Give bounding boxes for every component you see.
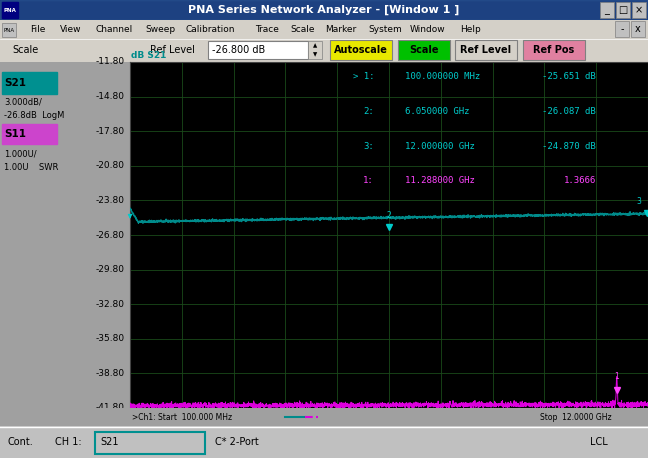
Text: System: System bbox=[368, 24, 402, 33]
Bar bbox=[2, 2, 18, 18]
Text: Sweep: Sweep bbox=[145, 24, 175, 33]
Text: □: □ bbox=[618, 5, 628, 15]
Text: Marker: Marker bbox=[325, 24, 356, 33]
Bar bbox=[398, 40, 450, 60]
Text: S21: S21 bbox=[4, 78, 26, 88]
Text: Ref Pos: Ref Pos bbox=[533, 45, 575, 55]
Text: ▼: ▼ bbox=[313, 53, 317, 58]
Text: -26.80: -26.80 bbox=[96, 230, 125, 240]
Text: Trace: Trace bbox=[255, 24, 279, 33]
Text: Channel: Channel bbox=[95, 24, 132, 33]
Bar bbox=[2, 23, 16, 37]
Text: S21: S21 bbox=[100, 437, 119, 447]
Bar bbox=[95, 432, 205, 454]
Text: >Ch1: Start  100.000 MHz: >Ch1: Start 100.000 MHz bbox=[132, 413, 232, 421]
Text: 3:: 3: bbox=[363, 142, 374, 151]
Text: -38.80: -38.80 bbox=[96, 369, 125, 378]
Text: 11.288000 GHz: 11.288000 GHz bbox=[404, 176, 474, 185]
Text: Autoscale: Autoscale bbox=[334, 45, 388, 55]
Text: Calibration: Calibration bbox=[185, 24, 235, 33]
Text: View: View bbox=[60, 24, 82, 33]
Text: -26.8dB  LogM: -26.8dB LogM bbox=[4, 111, 64, 120]
Bar bbox=[600, 2, 614, 18]
Text: PNA: PNA bbox=[3, 27, 14, 33]
Text: 12.000000 GHz: 12.000000 GHz bbox=[404, 142, 474, 151]
Text: Stop  12.0000 GHz: Stop 12.0000 GHz bbox=[540, 413, 612, 421]
Text: LCL: LCL bbox=[590, 437, 608, 447]
Text: 3: 3 bbox=[636, 197, 641, 206]
Bar bbox=[616, 2, 630, 18]
Text: dB S21: dB S21 bbox=[131, 51, 167, 60]
Bar bbox=[208, 41, 308, 59]
Text: -41.80: -41.80 bbox=[96, 403, 125, 413]
Text: 1:: 1: bbox=[363, 176, 374, 185]
Text: ▲: ▲ bbox=[313, 44, 317, 49]
Bar bbox=[2, 72, 57, 94]
Text: -23.80: -23.80 bbox=[96, 196, 125, 205]
Text: Scale: Scale bbox=[12, 45, 38, 55]
Text: 3.000dB/: 3.000dB/ bbox=[4, 98, 42, 107]
Text: PNA Series Network Analyzer - [Window 1 ]: PNA Series Network Analyzer - [Window 1 … bbox=[189, 5, 459, 15]
Text: -29.80: -29.80 bbox=[96, 265, 125, 274]
Text: S11: S11 bbox=[4, 129, 26, 139]
Text: Ref Level: Ref Level bbox=[461, 45, 511, 55]
Bar bbox=[330, 40, 392, 60]
Text: x: x bbox=[635, 24, 641, 34]
Text: -20.80: -20.80 bbox=[96, 161, 125, 170]
Text: 6.050000 GHz: 6.050000 GHz bbox=[404, 107, 469, 116]
Text: C* 2-Port: C* 2-Port bbox=[215, 437, 259, 447]
Text: Ref Level: Ref Level bbox=[150, 45, 195, 55]
Text: -: - bbox=[620, 24, 624, 34]
Text: File: File bbox=[30, 24, 45, 33]
Text: -14.80: -14.80 bbox=[96, 92, 125, 101]
Text: PNA: PNA bbox=[3, 7, 16, 12]
Text: -17.80: -17.80 bbox=[96, 127, 125, 136]
Bar bbox=[523, 40, 585, 60]
Text: -11.80: -11.80 bbox=[96, 58, 125, 66]
Bar bbox=[615, 21, 629, 37]
Text: Scale: Scale bbox=[290, 24, 314, 33]
Text: 100.000000 MHz: 100.000000 MHz bbox=[404, 72, 480, 82]
Text: Help: Help bbox=[460, 24, 481, 33]
Text: -26.800 dB: -26.800 dB bbox=[212, 45, 265, 55]
Text: 2: 2 bbox=[387, 211, 391, 220]
Text: 1.3666: 1.3666 bbox=[564, 176, 596, 185]
Bar bbox=[455, 40, 517, 60]
Text: -25.651 dB: -25.651 dB bbox=[542, 72, 596, 82]
Text: -35.80: -35.80 bbox=[96, 334, 125, 344]
Bar bbox=[631, 21, 645, 37]
Text: -32.80: -32.80 bbox=[96, 300, 125, 309]
Text: 1.000U/: 1.000U/ bbox=[4, 149, 37, 158]
Text: _: _ bbox=[605, 5, 609, 15]
Bar bbox=[2, 124, 57, 144]
Bar bbox=[632, 2, 646, 18]
Text: 1: 1 bbox=[615, 372, 619, 382]
Text: Window: Window bbox=[410, 24, 446, 33]
Text: 1.00U    SWR: 1.00U SWR bbox=[4, 164, 58, 173]
Text: -24.870 dB: -24.870 dB bbox=[542, 142, 596, 151]
Text: 2:: 2: bbox=[363, 107, 374, 116]
Bar bbox=[308, 41, 322, 59]
Text: ×: × bbox=[635, 5, 643, 15]
Text: CH 1:: CH 1: bbox=[55, 437, 82, 447]
Text: Cont.: Cont. bbox=[8, 437, 34, 447]
Text: Scale: Scale bbox=[410, 45, 439, 55]
Text: -26.087 dB: -26.087 dB bbox=[542, 107, 596, 116]
Text: > 1:: > 1: bbox=[353, 72, 375, 82]
